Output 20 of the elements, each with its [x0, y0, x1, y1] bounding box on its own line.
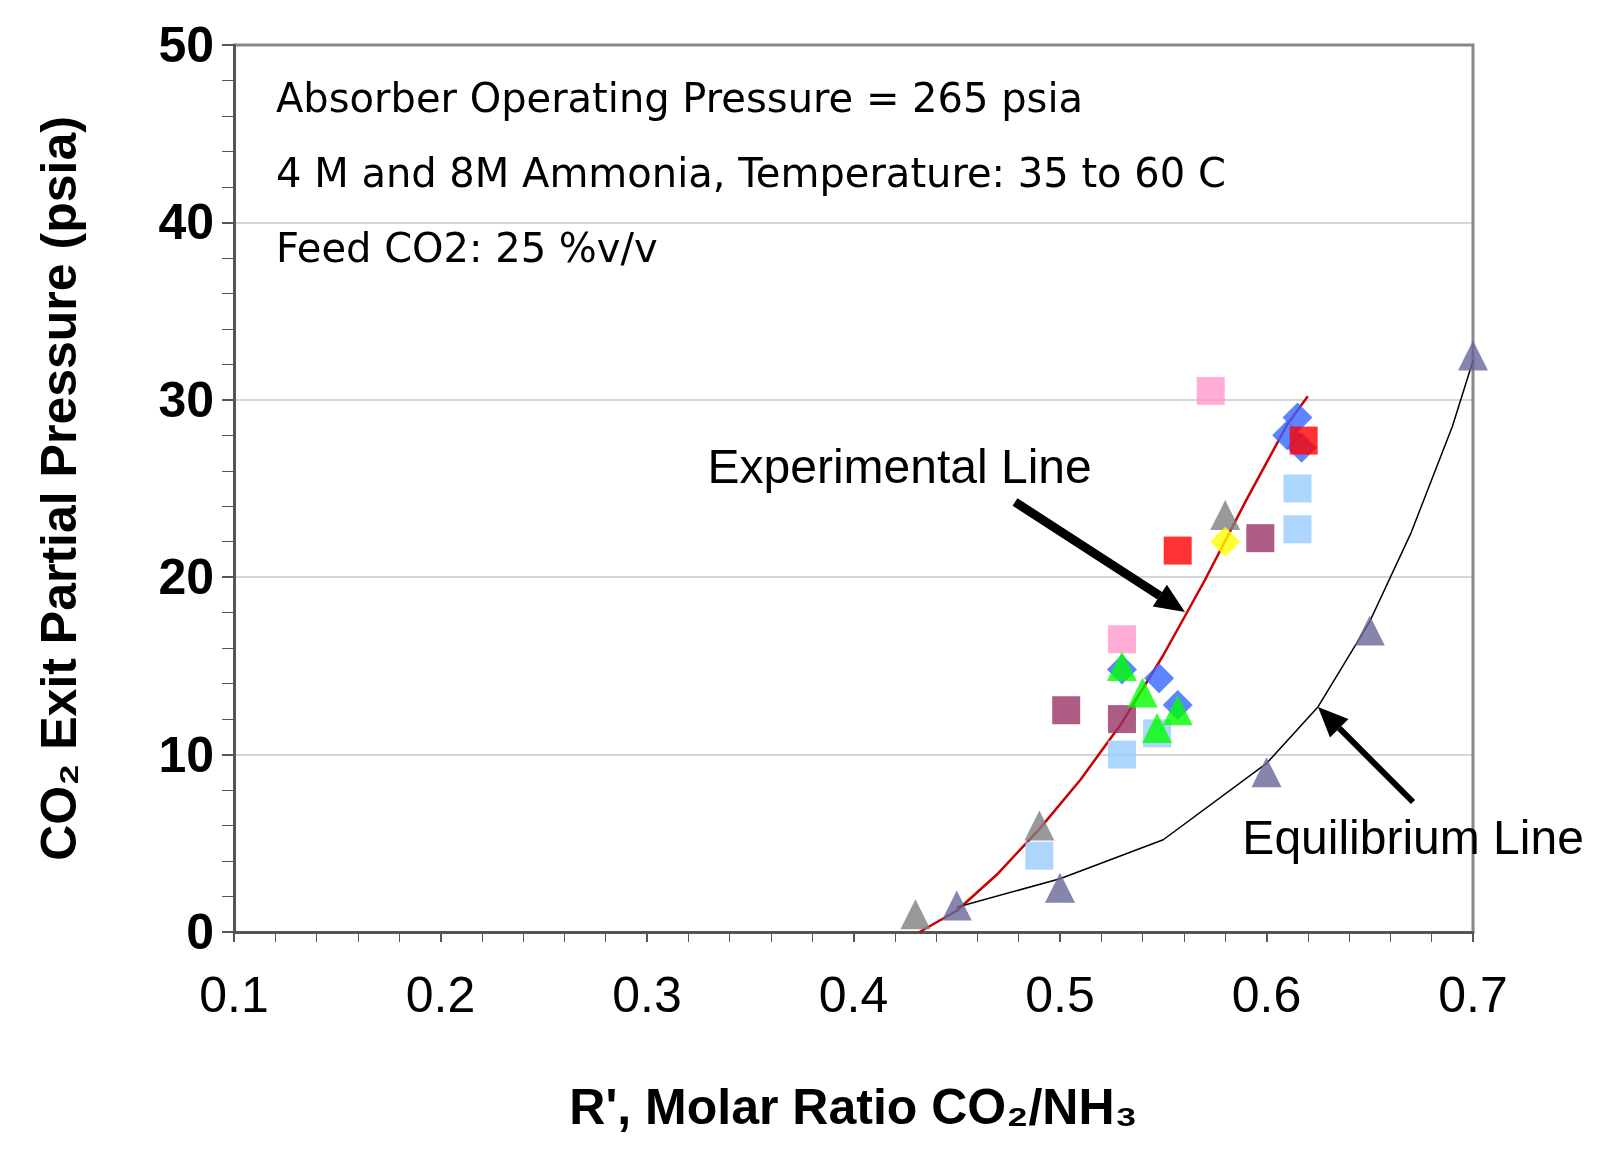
x-tick-label: 0.5 [1025, 967, 1095, 1023]
x-tick-label: 0.3 [612, 967, 682, 1023]
y-tick-label: 40 [158, 194, 214, 251]
annotation: 4 M and 8M Ammonia, Temperature: 35 to 60 C [276, 150, 1226, 196]
x-tick-label: 0.1 [199, 967, 269, 1023]
annotation: Equilibrium Line [1242, 809, 1584, 865]
x-tick-label: 0.7 [1438, 967, 1508, 1023]
x-tick-label: 0.4 [818, 967, 889, 1023]
y-tick-label: 10 [158, 726, 214, 783]
x-tick-label: 0.2 [405, 967, 476, 1023]
y-axis-title: CO₂ Exit Partial Pressure (psia) [31, 116, 87, 861]
x-tick-label: 0.6 [1231, 967, 1302, 1023]
y-tick-label: 0 [186, 904, 214, 960]
annotation: Absorber Operating Pressure = 265 psia [276, 75, 1084, 121]
y-tick-label: 50 [158, 17, 214, 73]
y-tick-label: 20 [158, 549, 214, 606]
x-axis-title: R', Molar Ratio CO₂/NH₃ [569, 1079, 1138, 1135]
annotation: Feed CO2: 25 %v/v [276, 225, 658, 271]
y-tick-label: 30 [158, 371, 214, 428]
annotation: Experimental Line [707, 438, 1092, 494]
